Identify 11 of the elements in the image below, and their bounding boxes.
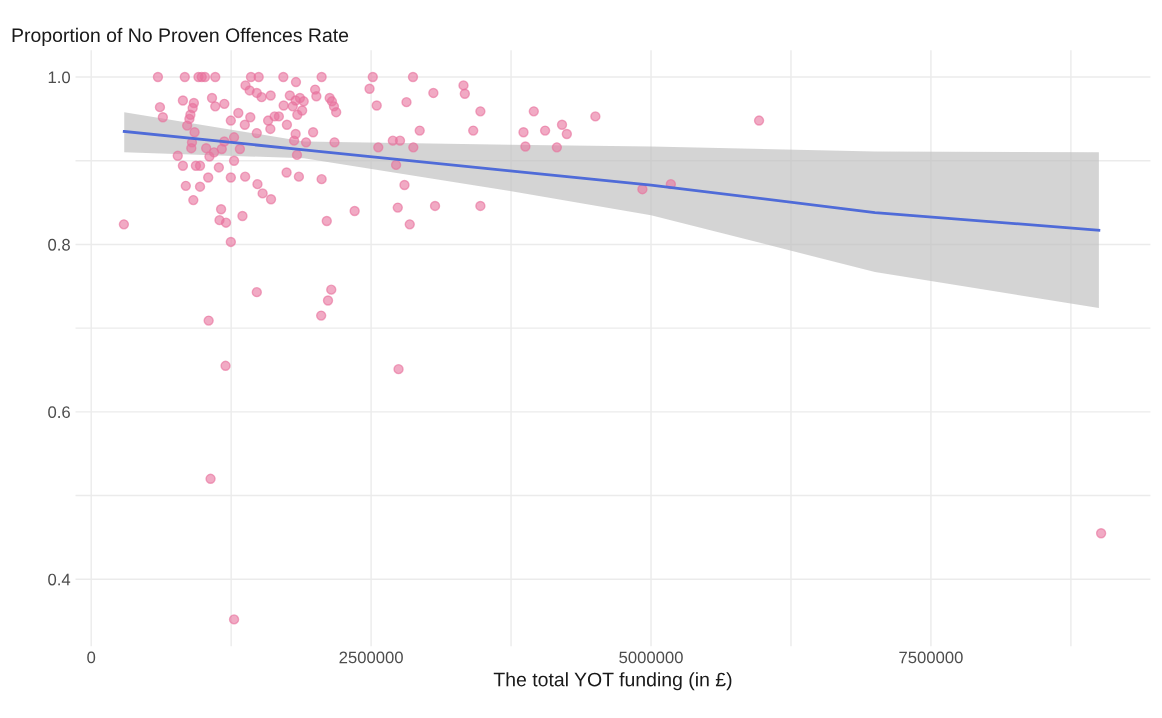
- y-tick-label: 0.4: [48, 573, 71, 586]
- y-tick-label: 0.6: [48, 406, 70, 419]
- y-tick-label: 1.0: [48, 71, 71, 84]
- y-tick-label: 0.8: [48, 238, 70, 251]
- chart-title: Proportion of No Proven Offences Rate: [12, 27, 349, 46]
- x-tick-label: 0: [87, 651, 96, 664]
- x-tick-label: 5000000: [619, 651, 683, 664]
- x-axis-title: The total YOT funding (in £): [493, 672, 732, 691]
- line-series: [122, 130, 1101, 232]
- x-tick-label: 7500000: [899, 651, 963, 664]
- x-tick-label: 2500000: [339, 651, 403, 664]
